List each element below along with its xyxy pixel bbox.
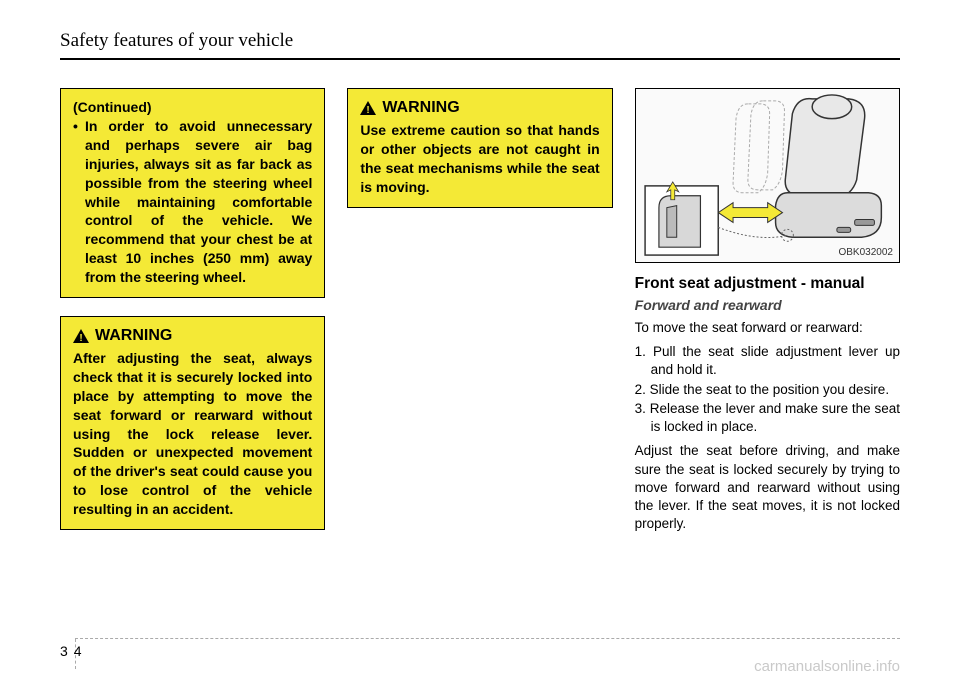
warning-heading-2: ! WARNING bbox=[360, 99, 599, 117]
figure-code: OBK032002 bbox=[838, 247, 893, 258]
footer-dotted-line bbox=[75, 638, 900, 639]
page: Safety features of your vehicle (Continu… bbox=[0, 0, 960, 689]
continued-box: (Continued) In order to avoid unnecessar… bbox=[60, 88, 325, 298]
continued-text: In order to avoid unnecessary and perhap… bbox=[73, 117, 312, 287]
column-3: OBK032002 Front seat adjustment - manual… bbox=[635, 88, 900, 548]
steps-list: 1. Pull the seat slide adjustment lever … bbox=[635, 343, 900, 436]
outro-text: Adjust the seat before driving, and make… bbox=[635, 442, 900, 533]
warning-heading-text: WARNING bbox=[95, 327, 172, 345]
warning-triangle-icon: ! bbox=[73, 329, 89, 343]
step-3: 3. Release the lever and make sure the s… bbox=[635, 400, 900, 436]
warning-box-adjust-seat: ! WARNING After adjusting the seat, alwa… bbox=[60, 316, 325, 530]
warning-text-adjust: After adjusting the seat, always check t… bbox=[73, 349, 312, 519]
warning-heading-text-2: WARNING bbox=[382, 99, 459, 117]
step-2: 2. Slide the seat to the position you de… bbox=[635, 381, 900, 399]
warning-heading: ! WARNING bbox=[73, 327, 312, 345]
svg-text:!: ! bbox=[367, 105, 370, 115]
svg-text:!: ! bbox=[79, 333, 82, 343]
subsection-title: Forward and rearward bbox=[635, 297, 900, 313]
page-number: 3 4 bbox=[60, 643, 81, 659]
watermark: carmanualsonline.info bbox=[754, 658, 900, 675]
slide-arrow-icon bbox=[718, 203, 782, 223]
column-2: ! WARNING Use extreme caution so that ha… bbox=[347, 88, 612, 548]
step-1: 1. Pull the seat slide adjustment lever … bbox=[635, 343, 900, 379]
column-1: (Continued) In order to avoid unnecessar… bbox=[60, 88, 325, 548]
continued-label: (Continued) bbox=[73, 99, 312, 115]
section-title: Front seat adjustment - manual bbox=[635, 275, 900, 293]
page-num: 4 bbox=[74, 643, 82, 659]
content-columns: (Continued) In order to avoid unnecessar… bbox=[60, 88, 900, 548]
header-title: Safety features of your vehicle bbox=[60, 30, 900, 52]
intro-text: To move the seat forward or rearward: bbox=[635, 319, 900, 337]
warning-triangle-icon: ! bbox=[360, 101, 376, 115]
chapter-number: 3 bbox=[60, 643, 68, 659]
continued-bullet: In order to avoid unnecessary and perhap… bbox=[73, 117, 312, 287]
warning-text-caution: Use extreme caution so that hands or oth… bbox=[360, 121, 599, 197]
seat-illustration bbox=[636, 89, 899, 262]
warning-box-caution: ! WARNING Use extreme caution so that ha… bbox=[347, 88, 612, 208]
seat-figure: OBK032002 bbox=[635, 88, 900, 263]
page-header: Safety features of your vehicle bbox=[60, 30, 900, 60]
